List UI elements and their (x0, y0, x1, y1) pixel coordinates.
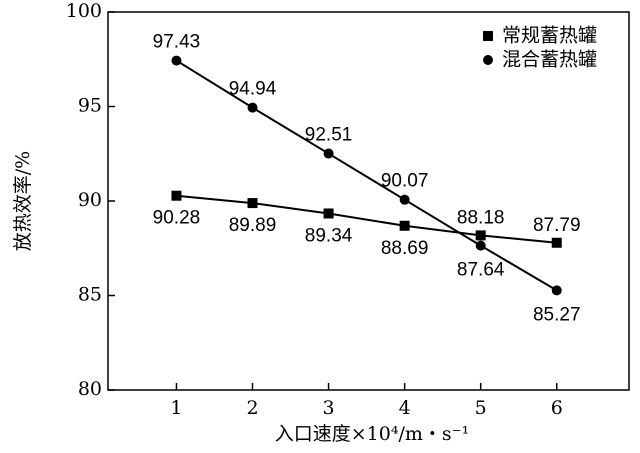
x-tick-label: 5 (475, 397, 487, 419)
data-label: 88.18 (457, 207, 505, 228)
data-label: 90.28 (153, 208, 201, 229)
data-labels: 90.28 89.89 89.34 88.69 88.18 87.79 97.43 94.94… (153, 32, 581, 326)
data-point-square (323, 208, 334, 219)
data-point-square (171, 190, 182, 201)
series-layer (171, 55, 562, 296)
y-axis-title: 放热效率/% (12, 151, 34, 251)
legend-marker-square (483, 31, 493, 41)
y-tick-label: 90 (78, 189, 102, 211)
x-tick-label: 3 (323, 397, 335, 419)
data-point-square (551, 237, 562, 248)
data-label: 97.43 (153, 32, 201, 53)
y-tick-label: 95 (78, 95, 102, 117)
data-label: 92.51 (305, 125, 353, 146)
data-label: 87.64 (457, 260, 505, 281)
series-line (175, 59, 558, 292)
data-label: 87.79 (533, 215, 581, 236)
data-label: 94.94 (229, 79, 277, 100)
data-point-square (475, 230, 486, 241)
x-axis-title: 入口速度×10⁴/m・s⁻¹ (275, 423, 470, 445)
x-tick-label: 4 (399, 397, 411, 419)
data-label: 85.27 (533, 304, 581, 325)
data-label: 89.34 (305, 225, 353, 246)
y-tick-label: 100 (66, 0, 102, 22)
data-point-square (247, 198, 258, 209)
y-tick-label: 80 (78, 378, 102, 400)
data-point-circle (399, 194, 410, 205)
data-label: 90.07 (381, 171, 429, 192)
legend-label: 混合蓄热罐 (502, 49, 597, 71)
data-point-circle (551, 285, 562, 296)
data-point-circle (247, 102, 258, 113)
series-line (176, 194, 557, 244)
x-axis: 1 2 3 4 5 6 (170, 383, 563, 419)
data-point-circle (475, 240, 486, 251)
x-tick-label: 6 (551, 397, 563, 419)
legend-marker-circle (483, 55, 493, 65)
data-label: 89.89 (229, 215, 277, 236)
y-tick-label: 85 (78, 284, 102, 306)
data-label: 88.69 (381, 238, 429, 259)
x-tick-label: 1 (170, 397, 182, 419)
y-axis: 80 85 90 95 100 (66, 0, 115, 400)
data-point-square (399, 220, 410, 231)
data-point-circle (171, 55, 182, 66)
x-tick-label: 2 (246, 397, 258, 419)
legend-label: 常规蓄热罐 (502, 25, 597, 47)
data-point-circle (323, 148, 334, 159)
